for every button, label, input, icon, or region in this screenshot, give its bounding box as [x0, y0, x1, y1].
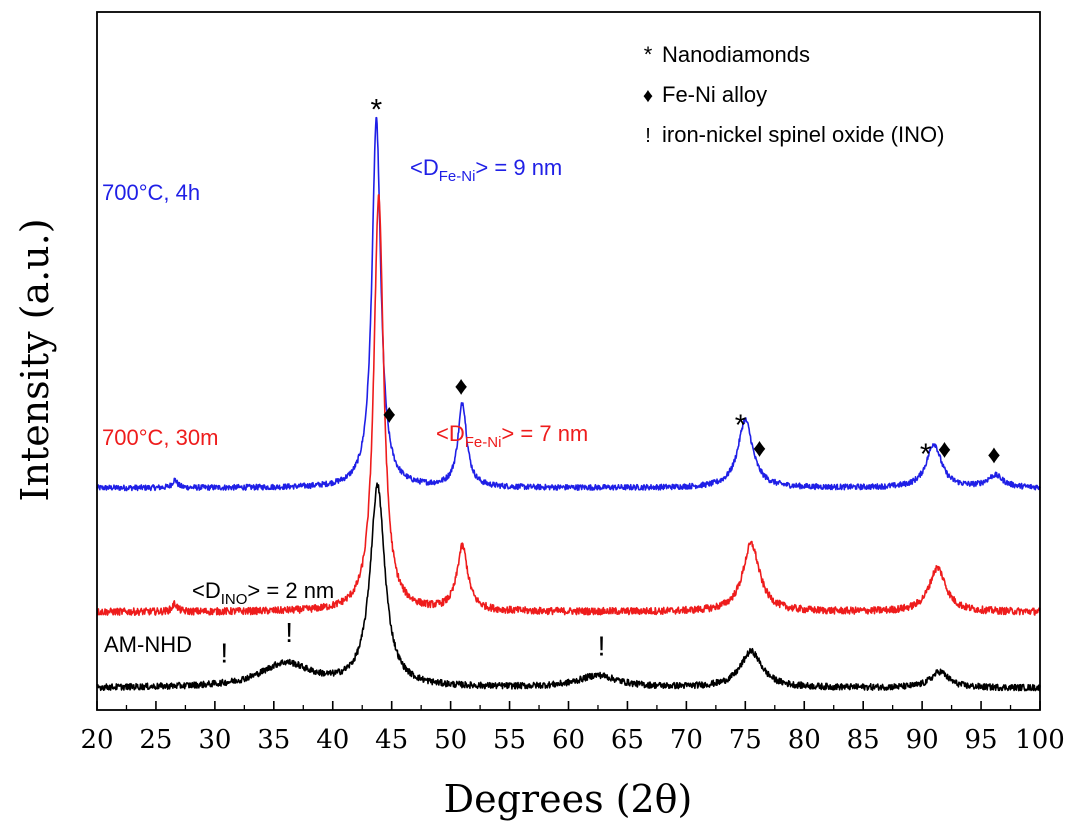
x-tick-label-75: 75	[729, 725, 762, 755]
exclamation-marker-10: !	[285, 617, 293, 648]
x-tick-label-55: 55	[493, 725, 526, 755]
size-label-3: <DINO> = 2 nm	[192, 578, 334, 608]
series-labels: 700°C, 4h <DFe-Ni> = 9 nm 700°C, 30m <DFe-N…	[102, 155, 588, 657]
diamond-marker-5: ♦	[753, 433, 766, 463]
series-line-2	[96, 194, 1041, 617]
x-tick-label-80: 80	[788, 725, 821, 755]
exclamation-marker-9: !	[220, 638, 228, 669]
x-tick-label-100: 100	[1015, 725, 1065, 755]
x-tick-label-20: 20	[80, 725, 113, 755]
exclamation-icon: !	[645, 125, 651, 147]
series-label-3: AM-NHD	[104, 632, 192, 657]
x-tick-label-70: 70	[670, 725, 703, 755]
legend-label-3: iron-nickel spinel oxide (INO)	[662, 122, 944, 147]
series-layer	[96, 116, 1041, 692]
y-axis-title: Intensity (a.u.)	[13, 218, 57, 501]
series-line-3	[96, 482, 1041, 692]
x-tick-label-65: 65	[611, 725, 644, 755]
series-label-1: 700°C, 4h	[102, 180, 200, 205]
peak-markers: *♦♦*♦ * ♦ ♦!!!	[220, 94, 1000, 669]
x-tick-label-50: 50	[434, 725, 467, 755]
x-tick-label-85: 85	[847, 725, 880, 755]
x-tick-label-95: 95	[965, 725, 998, 755]
x-tick-label-60: 60	[552, 725, 585, 755]
diamond-marker-2: ♦	[383, 399, 396, 429]
size-label-1: <DFe-Ni> = 9 nm	[410, 155, 562, 185]
x-tick-label-90: 90	[906, 725, 939, 755]
exclamation-marker-11: !	[598, 630, 606, 661]
asterisk-marker-4: *	[735, 409, 747, 442]
series-line-1	[96, 116, 1041, 492]
x-axis-ticks: 20 25 30 35 40 45 50 55 60 65 70 75 80 85 90 95 100	[80, 701, 1065, 755]
legend-label-1: Nanodiamonds	[662, 42, 810, 67]
x-tick-label-35: 35	[257, 725, 290, 755]
diamond-marker-3: ♦	[455, 370, 468, 400]
diamond-marker-8: ♦	[987, 439, 1000, 469]
asterisk-marker-1: *	[371, 94, 383, 127]
size-label-2: <DFe-Ni> = 7 nm	[436, 421, 588, 451]
x-tick-label-30: 30	[198, 725, 231, 755]
legend: * Nanodiamonds ♦ Fe-Ni alloy! iron-nickel sp…	[643, 42, 945, 147]
x-axis-title: Degrees (2θ)	[444, 777, 693, 821]
series-label-2: 700°C, 30m	[102, 425, 218, 450]
x-tick-label-25: 25	[139, 725, 172, 755]
asterisk-marker-6: *	[920, 438, 932, 471]
asterisk-icon: *	[644, 42, 653, 67]
x-tick-label-45: 45	[375, 725, 408, 755]
legend-label-2: Fe-Ni alloy	[662, 82, 767, 107]
diamond-marker-7: ♦	[938, 433, 951, 463]
x-tick-label-40: 40	[316, 725, 349, 755]
diamond-icon: ♦	[643, 85, 653, 107]
